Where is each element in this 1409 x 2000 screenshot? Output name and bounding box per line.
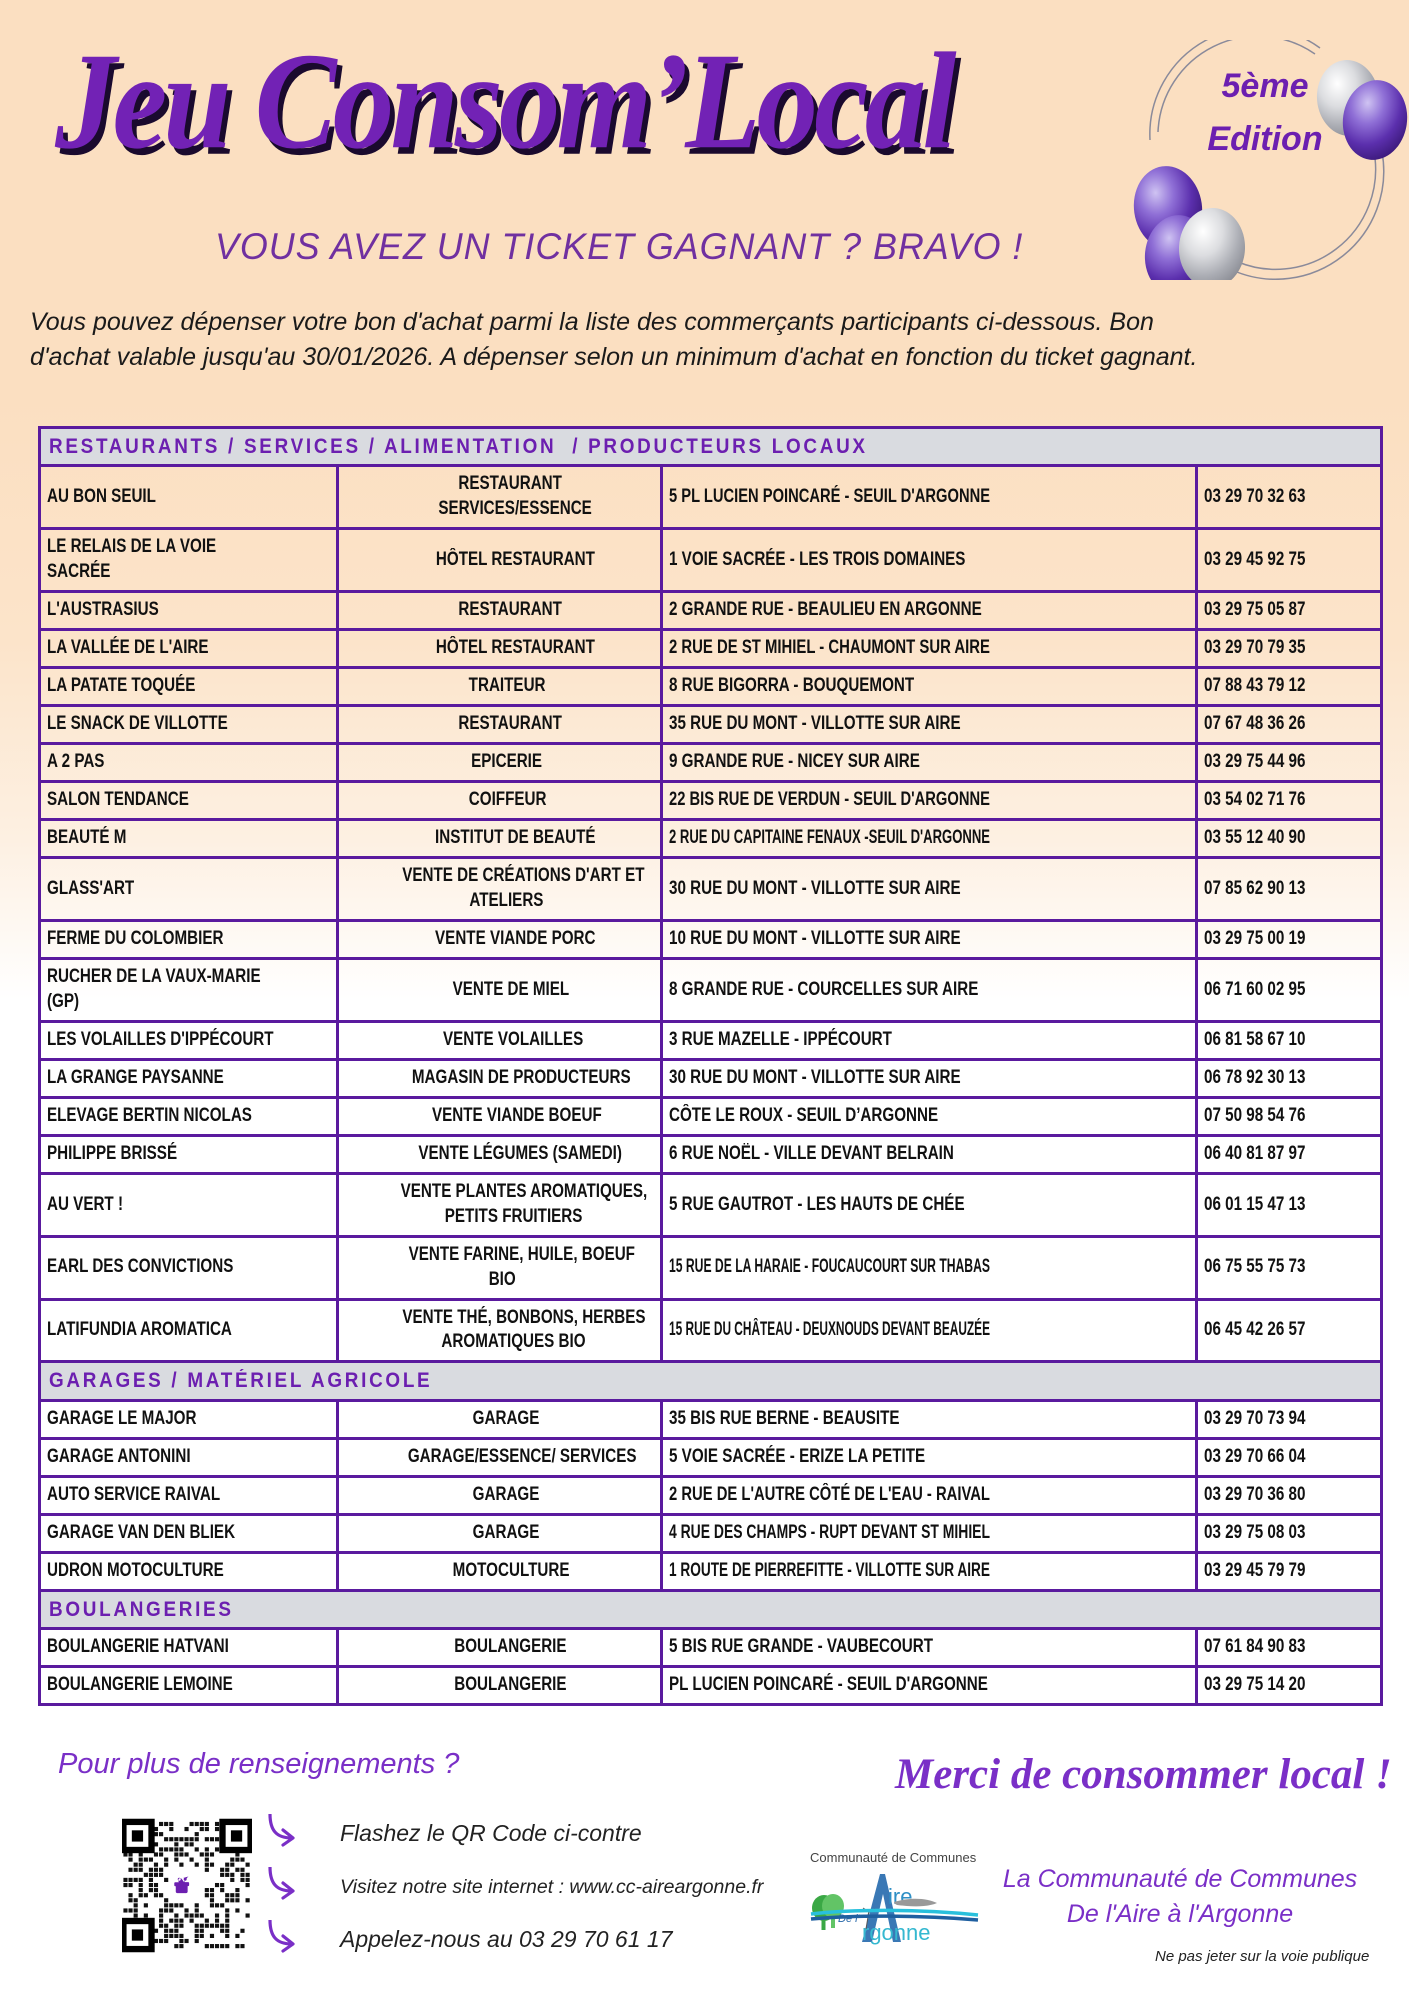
svg-text:rgonne: rgonne [862,1920,931,1945]
svg-text:Communauté de Communes: Communauté de Communes [810,1850,977,1865]
